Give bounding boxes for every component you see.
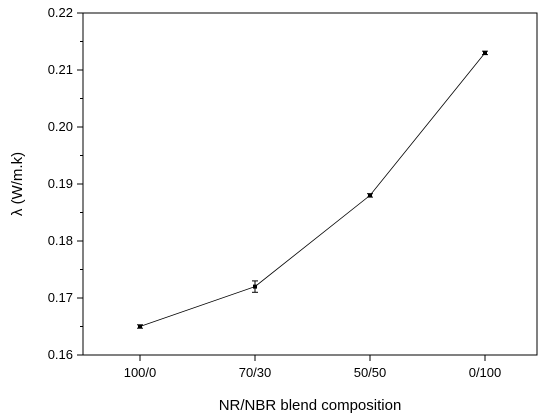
y-tick-label: 0.20: [48, 119, 73, 134]
y-tick-label: 0.19: [48, 176, 73, 191]
data-point: [138, 324, 142, 329]
y-tick-label: 0.21: [48, 62, 73, 77]
y-tick-label: 0.18: [48, 233, 73, 248]
x-tick-label: 70/30: [239, 365, 272, 380]
data-point: [368, 193, 372, 198]
series-line: [139, 52, 486, 327]
plot-frame: [82, 12, 538, 356]
y-tick-label: 0.17: [48, 290, 73, 305]
y-tick-label: 0.16: [48, 347, 73, 362]
data-point: [483, 50, 487, 55]
x-tick-label: 50/50: [354, 365, 387, 380]
x-axis-title: NR/NBR blend composition: [219, 397, 402, 414]
y-tick-label: 0.22: [48, 5, 73, 20]
x-tick-label: 0/100: [469, 365, 502, 380]
x-tick-label: 100/0: [124, 365, 157, 380]
series-layer: [137, 50, 488, 329]
x-axis: 100/0 70/30 50/50 0/100: [124, 355, 502, 380]
y-axis-title: λ (W/m.k): [9, 152, 26, 216]
y-axis: 0.16 0.17 0.18 0.19 0.20 0.21 0.22: [48, 5, 83, 362]
data-point: [253, 284, 257, 289]
